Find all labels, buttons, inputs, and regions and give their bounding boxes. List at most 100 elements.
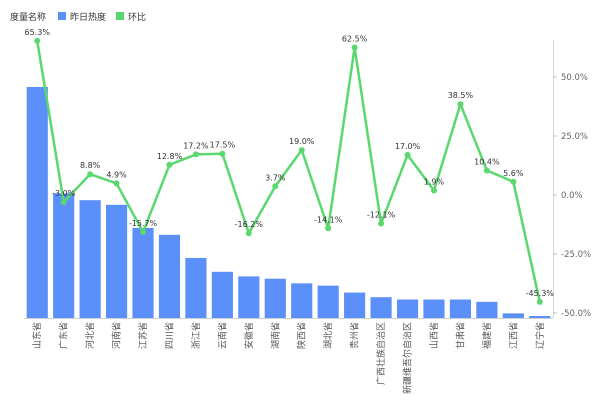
x-tick-label: 江西省 — [507, 322, 519, 349]
line-point — [510, 178, 517, 185]
data-label: 4.9% — [106, 170, 127, 179]
bar — [158, 234, 181, 318]
bar — [344, 292, 366, 318]
x-tick-label: 河南省 — [111, 322, 123, 349]
x-tick-label: 陕西省 — [296, 322, 308, 349]
x-tick-label: 江苏省 — [137, 322, 149, 349]
bar — [238, 276, 260, 318]
data-label: -14.1% — [314, 215, 343, 224]
bar — [476, 301, 498, 318]
x-tick-label: 甘肃省 — [454, 322, 466, 349]
line-point — [351, 44, 358, 51]
y-right-tick-label: -50.0% — [561, 309, 591, 319]
data-label: -12.1% — [367, 211, 396, 220]
x-tick-label: 贵州省 — [349, 322, 361, 349]
bar — [449, 299, 472, 318]
line-point — [298, 147, 305, 154]
legend-item-line[interactable]: 环比 — [116, 10, 146, 23]
line-point — [430, 187, 437, 194]
y-right-ticks: 50.0% 25.0% 0.0% -25.0% -50.0% — [553, 73, 591, 319]
x-tick-label: 辽宁省 — [534, 322, 546, 349]
bar — [396, 299, 419, 318]
bar — [185, 257, 207, 318]
x-tick-label: 山东省 — [31, 322, 43, 349]
x-tick-label: 河北省 — [84, 322, 96, 349]
legend-swatch-line — [116, 12, 125, 20]
chart-legend: 度量名称 昨日热度 环比 — [10, 8, 156, 24]
bar — [423, 299, 445, 318]
line-point — [34, 37, 41, 44]
bar — [502, 313, 524, 318]
data-label: 10.4% — [474, 157, 500, 166]
y-right-tick-label: 25.0% — [561, 132, 588, 142]
legend-swatch-bar — [58, 12, 67, 20]
x-tick-labels: 山东省 广东省 河北省 河南省 江苏省 四川省 浙江省 云南省 安徽省 湖南省 陕西省 湖北省 贵州省 广… — [31, 322, 546, 394]
data-label: 17.5% — [210, 141, 236, 150]
x-tick-label: 四川省 — [163, 322, 175, 349]
line-point — [219, 150, 226, 157]
line-series — [35, 40, 541, 303]
data-label: 38.5% — [448, 91, 474, 100]
x-tick-label: 广西壮族自治区 — [375, 322, 387, 385]
line-point — [536, 298, 543, 305]
x-tick-label: 山西省 — [428, 322, 440, 349]
line-point — [483, 167, 490, 174]
bar — [79, 200, 101, 318]
line-point — [457, 101, 464, 108]
bar — [105, 204, 128, 318]
x-tick-label: 云南省 — [216, 322, 228, 349]
y-right-tick-label: -25.0% — [561, 250, 591, 260]
data-label: 65.3% — [25, 28, 51, 37]
data-label: -45.3% — [526, 289, 555, 298]
data-labels: 65.3% -3.0% 8.8% 4.9% -15.7% 12.8%17.2% 17.5% -… — [25, 28, 555, 298]
line-point — [192, 151, 199, 158]
data-label: 19.0% — [289, 137, 315, 146]
y-right-tick-label: 0.0% — [561, 191, 583, 201]
bar — [211, 271, 233, 318]
legend-title: 度量名称 — [10, 12, 47, 23]
line-point — [140, 229, 147, 236]
legend-label-line: 环比 — [128, 12, 147, 23]
data-label: 17.2% — [183, 141, 209, 150]
data-label: 12.8% — [157, 152, 183, 161]
x-tick-label: 湖北省 — [322, 322, 334, 349]
data-label: 62.5% — [342, 35, 368, 44]
bar — [53, 193, 75, 318]
line-point — [325, 225, 332, 232]
bar — [370, 297, 392, 318]
bar — [264, 278, 286, 318]
data-label: 3.7% — [265, 173, 286, 182]
line-points — [34, 37, 543, 305]
x-tick-label: 福建省 — [481, 322, 493, 349]
line-point — [60, 199, 67, 206]
bar — [317, 285, 339, 318]
x-tick-label: 新疆维吾尔自治区 — [402, 322, 414, 394]
data-label: 8.8% — [80, 161, 101, 170]
data-label: 1.9% — [424, 178, 445, 187]
bar-series — [26, 87, 551, 318]
y-right-tick-label: 50.0% — [561, 73, 588, 83]
line-point — [404, 151, 411, 158]
legend-label-bar: 昨日热度 — [70, 12, 107, 23]
data-label: -3.0% — [52, 189, 76, 198]
line-point — [245, 230, 252, 237]
data-label: 17.0% — [395, 142, 421, 151]
line-point — [87, 171, 94, 178]
bar — [529, 316, 551, 318]
data-label: 5.6% — [503, 169, 524, 178]
x-tick-label: 安徽省 — [243, 322, 255, 349]
x-tick-label: 广东省 — [58, 322, 70, 349]
bar — [26, 87, 48, 318]
bar — [291, 283, 313, 318]
bar — [132, 227, 154, 318]
line-point — [113, 180, 120, 187]
line-point — [166, 161, 173, 168]
line-point — [272, 183, 279, 190]
legend-item-bar[interactable]: 昨日热度 — [58, 10, 106, 23]
x-tick-label: 湖南省 — [269, 322, 281, 349]
data-label: -16.2% — [235, 220, 264, 229]
data-label: -15.7% — [129, 219, 158, 228]
x-tick-label: 浙江省 — [190, 322, 202, 349]
line-point — [378, 220, 385, 227]
